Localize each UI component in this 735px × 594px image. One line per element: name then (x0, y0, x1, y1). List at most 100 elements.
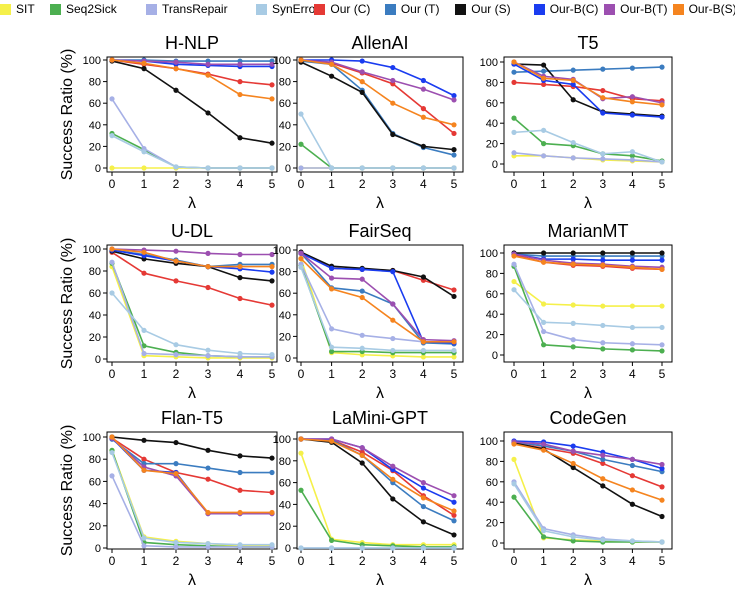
y-tick-label: 40 (486, 118, 498, 130)
data-point (511, 287, 517, 293)
data-point (570, 250, 576, 256)
legend-label: Our-B(T) (620, 2, 668, 16)
data-point (173, 342, 179, 348)
data-point (141, 60, 147, 66)
data-point (451, 532, 457, 538)
data-point (570, 443, 576, 449)
series-line (300, 438, 455, 516)
data-point (451, 512, 457, 518)
data-point (359, 332, 365, 338)
data-point (237, 469, 243, 476)
data-point (629, 153, 636, 159)
y-tick-label: 20 (89, 141, 101, 153)
series-line (513, 151, 663, 163)
series-line (300, 452, 454, 546)
x-tick-label: 1 (540, 367, 547, 381)
data-point (541, 528, 547, 534)
x-tick-label: 0 (511, 367, 518, 381)
data-point (451, 499, 457, 505)
data-point (390, 64, 396, 71)
data-point (237, 542, 243, 548)
y-tick-label: 40 (279, 310, 291, 322)
data-point (141, 149, 147, 155)
legend: SIT Seq2Sick TransRepair SynError Our (C) Our… (0, 0, 735, 20)
legend-swatch (0, 3, 11, 15)
x-tick-label: 2 (570, 367, 577, 381)
data-point (420, 339, 426, 345)
legend-swatch (314, 3, 326, 15)
series-line (301, 59, 455, 97)
data-point (511, 59, 517, 65)
data-point (359, 266, 365, 273)
data-point (541, 342, 547, 348)
series-our-b-c (511, 61, 665, 120)
series-line (300, 252, 455, 342)
data-point (511, 79, 517, 85)
series-seq2sick (298, 141, 457, 171)
data-point (298, 450, 304, 456)
y-tick-label: 0 (285, 353, 291, 365)
legend-item-transrepair: TransRepair (146, 2, 228, 16)
series-our-t (298, 250, 457, 347)
data-point (511, 129, 517, 135)
y-tick-label: 100 (273, 245, 291, 257)
data-point (269, 165, 275, 171)
data-point (600, 110, 606, 116)
data-point (205, 476, 211, 482)
data-point (629, 347, 636, 353)
data-point (570, 261, 576, 267)
series-our-b-s (511, 441, 665, 503)
series-line (111, 438, 272, 474)
series-line (111, 263, 272, 358)
x-tick-label: 5 (451, 177, 458, 191)
plot-frame (106, 56, 278, 173)
data-point (390, 131, 396, 138)
x-tick-label: 1 (141, 554, 148, 568)
data-point (511, 441, 517, 447)
y-tick-label: 100 (83, 55, 101, 67)
data-point (420, 274, 426, 280)
data-point (451, 147, 457, 153)
y-tick-label: 40 (486, 309, 498, 321)
x-tick-label: 4 (237, 367, 244, 381)
y-tick-label: 40 (89, 499, 101, 511)
data-point (298, 250, 304, 256)
data-point (109, 57, 115, 63)
data-point (173, 544, 179, 550)
data-point (451, 130, 457, 137)
data-point (570, 77, 576, 83)
data-point (173, 66, 179, 72)
series-line (111, 59, 273, 100)
legend-label: Seq2Sick (66, 2, 117, 16)
data-point (269, 509, 275, 516)
y-tick-label: 20 (486, 518, 498, 530)
data-point (205, 540, 211, 547)
data-point (420, 347, 426, 354)
y-tick-label: 60 (279, 98, 291, 110)
data-point (329, 326, 335, 332)
data-point (173, 164, 179, 170)
data-point (629, 250, 636, 256)
series-synerror (511, 127, 665, 165)
data-point (359, 58, 365, 64)
legend-item-our-b-s: Our-B(S) (672, 2, 735, 16)
data-point (359, 545, 365, 551)
data-point (600, 346, 606, 352)
series-line (111, 292, 273, 356)
data-point (269, 489, 275, 496)
data-point (451, 122, 457, 128)
x-tick-label: 1 (540, 177, 547, 191)
data-point (173, 352, 179, 358)
data-point (237, 264, 243, 270)
panel-lamini-gpt: LaMini-GPT 0 20 40 60 80 100 0 1 2 3 4 5 λ (273, 408, 464, 589)
data-point (359, 276, 365, 282)
x-axis-label: λ (188, 572, 196, 589)
series-line (513, 61, 663, 106)
y-tick-label: 40 (279, 120, 291, 132)
y-tick-label: 0 (95, 354, 101, 366)
plot-frame (106, 244, 278, 363)
data-point (420, 143, 426, 149)
series-line (513, 63, 663, 117)
data-point (298, 111, 304, 117)
data-point (420, 106, 426, 112)
